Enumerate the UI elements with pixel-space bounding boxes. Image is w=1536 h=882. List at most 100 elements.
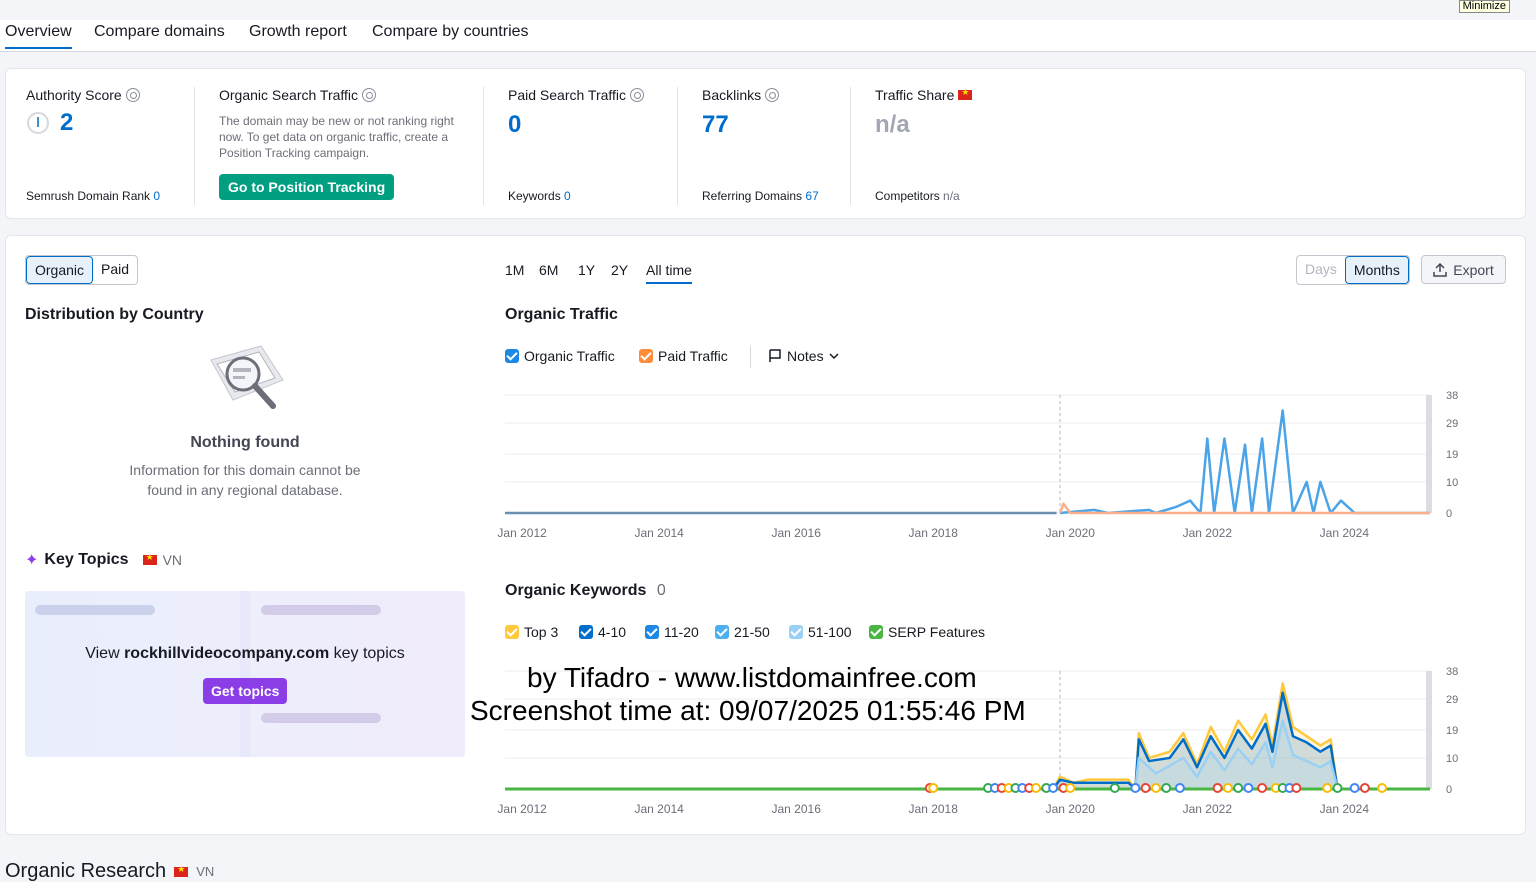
tab-compare-by-countries[interactable]: Compare by countries xyxy=(372,23,529,40)
divider xyxy=(483,87,484,205)
legend-21-50[interactable]: 21-50 xyxy=(715,624,770,640)
paid-traffic-value[interactable]: 0 xyxy=(508,111,522,138)
referring-domains: Referring Domains 67 xyxy=(702,189,819,203)
organic-note: The domain may be new or not ranking rig… xyxy=(219,114,454,160)
series-line xyxy=(1053,719,1430,791)
period-all-time[interactable]: All time xyxy=(646,262,692,284)
tab-compare-domains[interactable]: Compare domains xyxy=(94,23,225,40)
chart-range-handle xyxy=(1426,395,1432,513)
serp-feature-icon xyxy=(1140,783,1151,793)
chevron-down-icon xyxy=(829,353,839,360)
checkbox-icon xyxy=(639,349,653,363)
y-tick-label: 0 xyxy=(1446,784,1452,796)
serp-feature-icon xyxy=(1359,783,1370,793)
period-1m[interactable]: 1M xyxy=(505,262,525,278)
x-tick-label: Jan 2024 xyxy=(1320,526,1370,540)
nothing-found-text: Information for this domain cannot be fo… xyxy=(129,462,361,498)
divider xyxy=(850,87,851,205)
toggle-organic[interactable]: Organic xyxy=(26,256,94,284)
referring-domains-value[interactable]: 67 xyxy=(805,189,819,203)
serp-feature-icon xyxy=(1109,783,1120,793)
watermark-line-1: by Tifadro - www.listdomainfree.com xyxy=(527,662,977,693)
toggle-paid[interactable]: Paid xyxy=(101,261,130,277)
granularity-days[interactable]: Days xyxy=(1305,261,1337,277)
vietnam-flag-icon xyxy=(174,864,189,877)
checkbox-icon xyxy=(715,625,729,639)
legend-top-3[interactable]: Top 3 xyxy=(505,624,558,640)
export-button[interactable]: Export xyxy=(1421,255,1506,284)
keywords-value[interactable]: 0 xyxy=(564,189,571,203)
legend-organic-traffic[interactable]: Organic Traffic xyxy=(505,348,615,364)
upload-icon xyxy=(1433,262,1448,277)
domain-rank-value[interactable]: 0 xyxy=(153,189,161,203)
traffic-share-value: n/a xyxy=(875,111,910,138)
serp-feature-icon xyxy=(1291,783,1302,793)
tab-overview[interactable]: Overview xyxy=(5,23,72,49)
period-2y[interactable]: 2Y xyxy=(611,262,629,278)
x-tick-label: Jan 2018 xyxy=(909,802,959,816)
flag-notes-icon xyxy=(769,349,781,362)
info-icon[interactable] xyxy=(765,88,780,102)
organic-keywords-chart[interactable]: 38 29 19 10 0 Jan 2012 Jan 2014 Jan 2016 Jan 201… xyxy=(495,661,1475,821)
granularity-months[interactable]: Months xyxy=(1344,256,1409,284)
window-top-strip: Minimize xyxy=(0,0,1536,20)
series-line xyxy=(1052,691,1430,791)
organic-keywords-header: Organic Keywords 0 xyxy=(505,582,666,600)
granularity-toggle: Days Months xyxy=(1296,255,1410,285)
minimize-button[interactable]: Minimize xyxy=(1458,0,1510,13)
x-tick-label: Jan 2020 xyxy=(1046,802,1096,816)
authority-score-title: Authority Score xyxy=(26,87,122,103)
authority-score-value[interactable]: 2 xyxy=(60,109,74,136)
y-tick-label: 19 xyxy=(1446,725,1458,737)
y-tick-label: 38 xyxy=(1446,390,1458,402)
blurred-placeholder xyxy=(261,605,381,615)
info-icon[interactable] xyxy=(125,88,140,102)
x-tick-label: Jan 2012 xyxy=(497,802,547,816)
series-line xyxy=(1058,502,1430,515)
traffic-share-title: Traffic Share xyxy=(875,87,955,103)
backlinks-value[interactable]: 77 xyxy=(702,111,729,138)
y-tick-label: 38 xyxy=(1446,666,1458,678)
checkbox-icon xyxy=(505,625,519,639)
y-tick-label: 29 xyxy=(1446,694,1458,706)
keywords-count: Keywords 0 xyxy=(508,189,571,203)
x-tick-label: Jan 2014 xyxy=(634,802,684,816)
legend-11-20[interactable]: 11-20 xyxy=(645,624,699,640)
nothing-found-title: Nothing found xyxy=(190,434,300,451)
organic-paid-toggle: Organic Paid xyxy=(25,255,139,285)
tab-bar: Overview Compare domains Growth report C… xyxy=(0,20,1536,52)
serp-feature-icon xyxy=(1377,783,1388,793)
tab-growth-report[interactable]: Growth report xyxy=(249,23,347,40)
vietnam-flag-icon xyxy=(958,87,973,100)
x-tick-label: Jan 2012 xyxy=(497,526,547,540)
x-tick-label: Jan 2022 xyxy=(1183,802,1233,816)
y-tick-label: 29 xyxy=(1446,418,1458,430)
serp-feature-icon xyxy=(1332,783,1343,793)
organic-traffic-chart[interactable]: 38 29 19 10 0 Jan 2012 Jan 2014 Jan 2016 Jan 201… xyxy=(495,385,1475,545)
organic-traffic-title: Organic Search Traffic xyxy=(219,87,359,103)
serp-feature-icon xyxy=(1161,783,1172,793)
y-tick-label: 10 xyxy=(1446,477,1458,489)
competitors: Competitors n/a xyxy=(875,189,960,203)
info-icon[interactable] xyxy=(630,88,645,102)
period-6m[interactable]: 6M xyxy=(539,262,559,278)
y-tick-label: 0 xyxy=(1446,508,1452,520)
view-topics-text: View rockhillvideocompany.com key topics xyxy=(85,645,405,662)
serp-feature-icon xyxy=(1349,783,1360,793)
legend-4-10[interactable]: 4-10 xyxy=(579,624,626,640)
checkbox-icon xyxy=(505,349,519,363)
serp-feature-icon xyxy=(928,783,939,793)
go-to-position-tracking-button[interactable]: Go to Position Tracking xyxy=(219,174,395,200)
legend-serp-features[interactable]: SERP Features xyxy=(869,624,985,640)
backlinks-metric: Backlinks 77 xyxy=(702,87,780,139)
serp-feature-icon xyxy=(1233,783,1244,793)
notes-dropdown[interactable]: Notes xyxy=(768,348,839,364)
x-tick-label: Jan 2022 xyxy=(1183,526,1233,540)
info-icon[interactable] xyxy=(362,88,377,102)
legend-51-100[interactable]: 51-100 xyxy=(789,624,852,640)
period-1y[interactable]: 1Y xyxy=(578,262,596,278)
legend-paid-traffic[interactable]: Paid Traffic xyxy=(639,348,728,364)
get-topics-button[interactable]: Get topics xyxy=(203,678,288,704)
checkbox-icon xyxy=(869,625,883,639)
series-line xyxy=(1052,682,1430,791)
